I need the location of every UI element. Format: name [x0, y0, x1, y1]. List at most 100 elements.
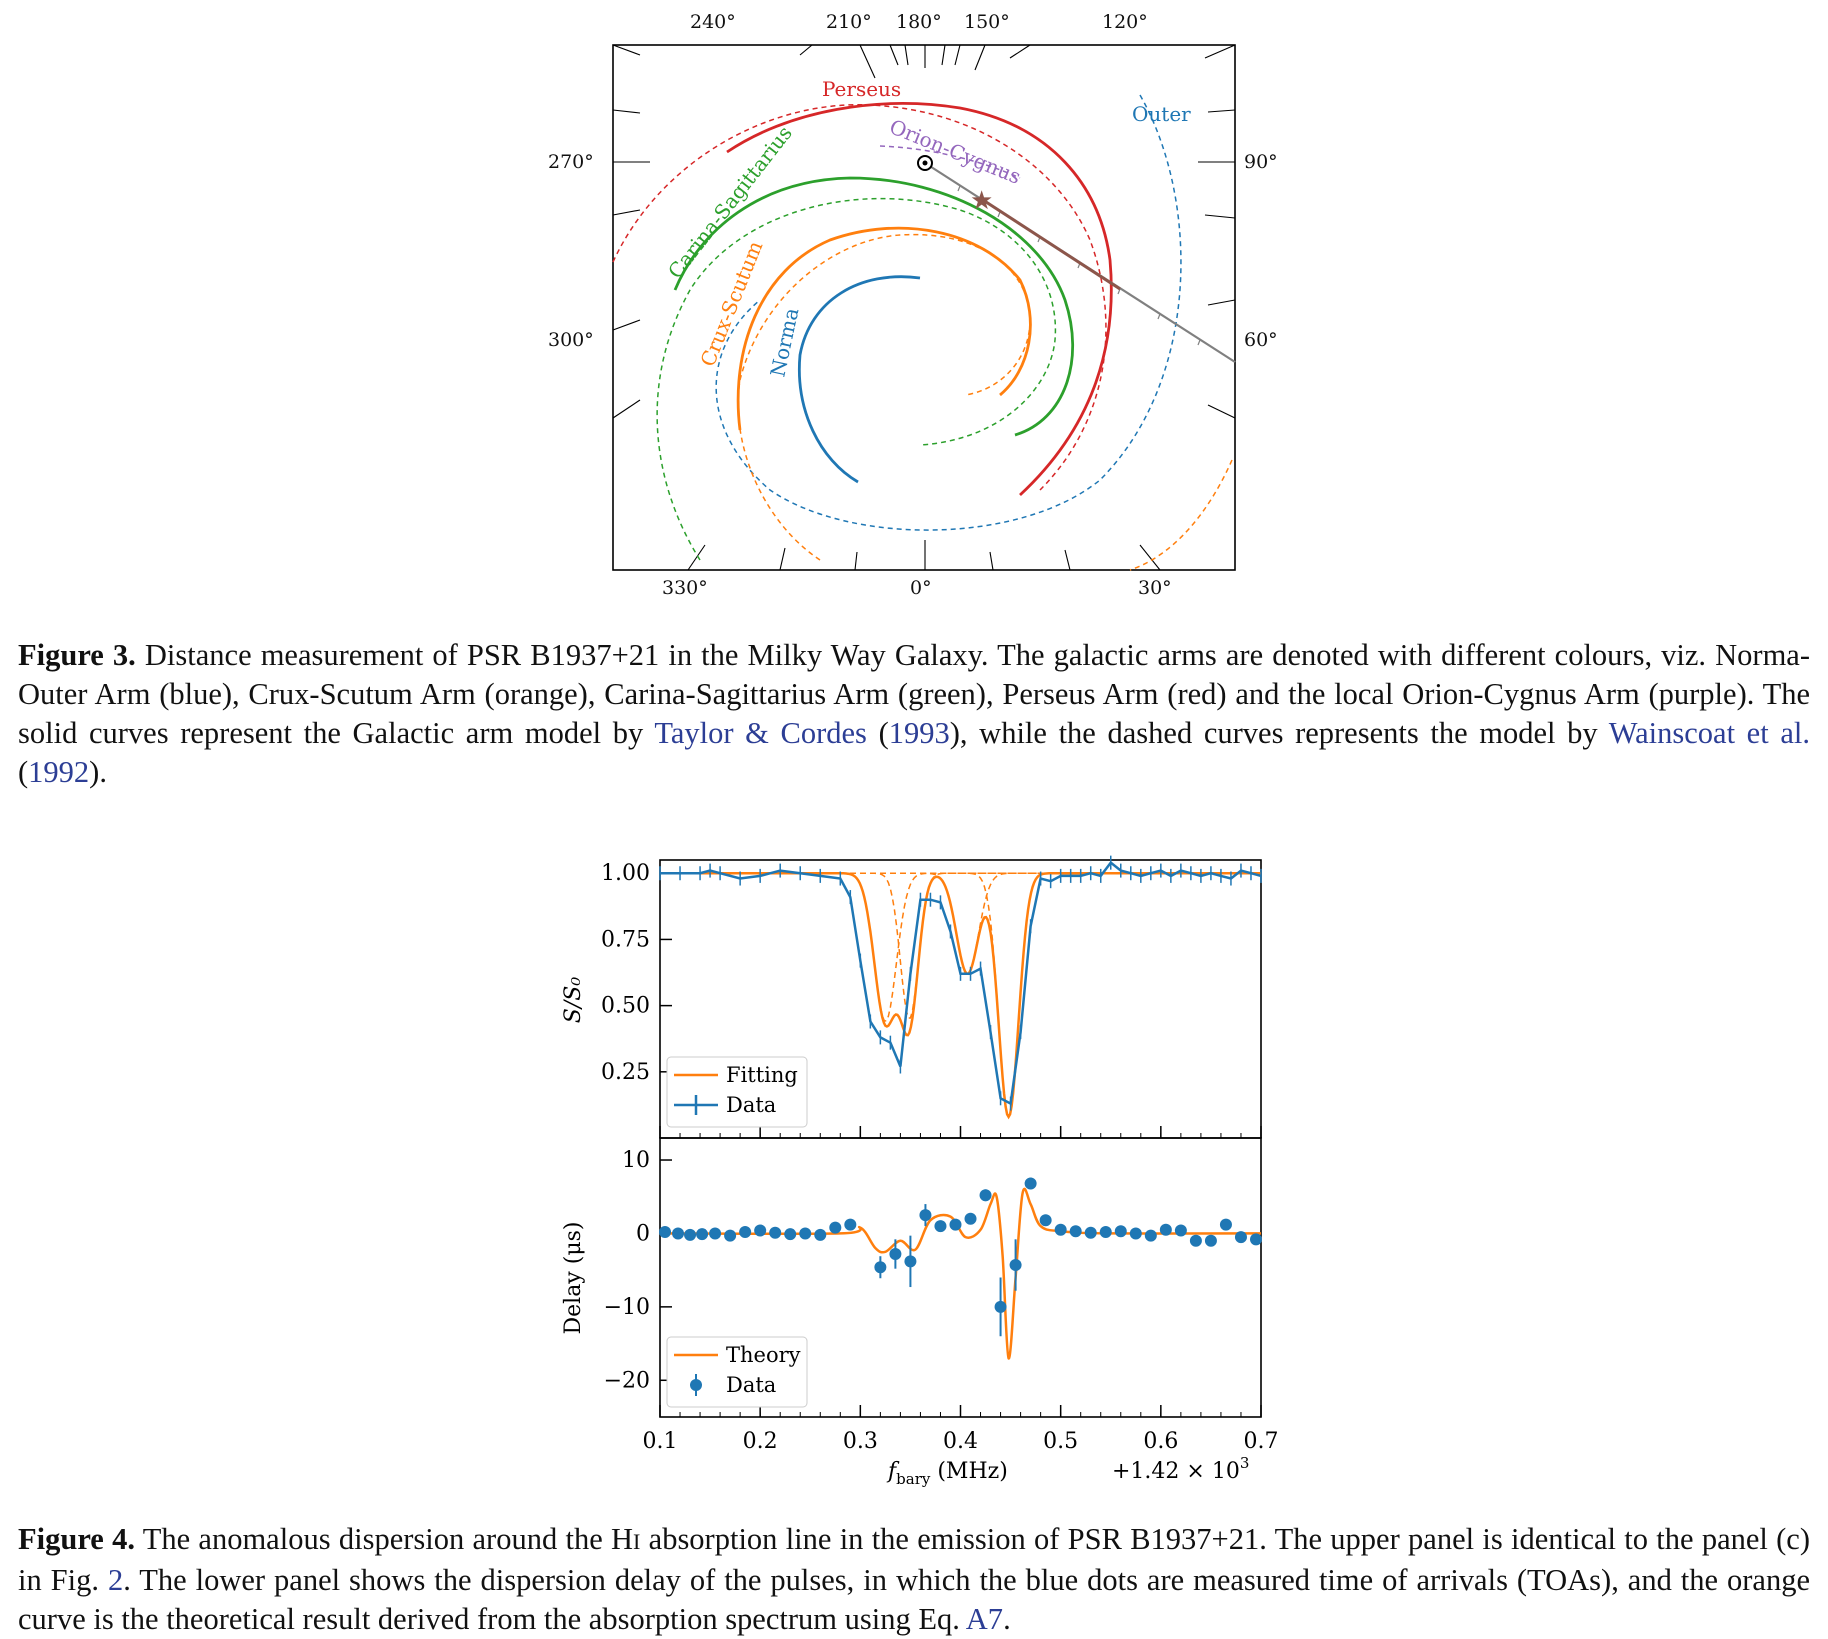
figure3-caption-text-2: , while the dashed curves represents the…	[959, 716, 1609, 750]
delay-point	[1219, 1218, 1232, 1231]
fig2-reference-link[interactable]: 2	[107, 1563, 124, 1597]
top-tick-240: 240°	[690, 11, 736, 33]
lower-ylabel: Delay (μs)	[561, 1222, 586, 1335]
lower-ytick-label: −20	[604, 1368, 650, 1393]
upper-fit-components	[660, 872, 1259, 1119]
delay-point	[964, 1212, 977, 1225]
label-carina: Carina-Sagittarius	[663, 121, 797, 283]
sun-icon	[917, 155, 933, 171]
fit-component-line	[660, 872, 1259, 975]
figure4-caption-hi: I	[633, 1529, 641, 1554]
theory-line	[659, 1187, 1262, 1360]
top-tick-150: 150°	[964, 11, 1010, 33]
label-norma: Norma	[765, 306, 803, 380]
upper-ytick-label: 0.25	[601, 1060, 650, 1085]
sightline-ticks	[957, 185, 1201, 346]
delay-point	[1099, 1225, 1112, 1238]
delay-point	[1204, 1234, 1217, 1247]
figure3-caption-text-3: ).	[89, 755, 107, 789]
upper-y-axis: 1.00 0.75 0.50 0.25	[601, 861, 672, 1085]
xlabel-main: f	[886, 1459, 900, 1484]
xtick-label: 0.3	[843, 1429, 878, 1454]
delay-point	[659, 1225, 672, 1238]
lower-panel-frame	[659, 1137, 1262, 1418]
delay-point	[1009, 1259, 1022, 1272]
figure3-caption-text-1: Distance measurement of PSR B1937+21 in …	[18, 638, 1810, 750]
citation-wainscoat[interactable]: Wainscoat et al.	[1608, 716, 1810, 750]
figure3-caption-label: Figure 3.	[18, 638, 136, 672]
delay-point	[696, 1228, 709, 1241]
delay-point	[784, 1228, 797, 1241]
delay-point	[874, 1261, 887, 1274]
upper-legend-fitting: Fitting	[726, 1063, 798, 1087]
label-perseus: Perseus	[822, 77, 901, 101]
delay-point	[994, 1300, 1007, 1313]
fit-component-line	[660, 872, 1259, 1022]
lower-legend-data: Data	[726, 1373, 776, 1397]
figure4-caption-label: Figure 4.	[18, 1522, 135, 1556]
delay-point	[709, 1227, 722, 1240]
xtick-label: 0.4	[943, 1429, 978, 1454]
pulsar-distance-segment	[982, 198, 1121, 291]
xlabel-sub: bary	[896, 1470, 931, 1488]
citation-wainscoat-year[interactable]: 1992	[28, 755, 90, 789]
bottom-tick-30: 30°	[1138, 577, 1172, 599]
delay-point	[769, 1226, 782, 1239]
lower-ytick-label: 0	[636, 1221, 650, 1246]
xtick-label: 0.7	[1244, 1429, 1279, 1454]
carina-arm-solid	[673, 176, 1074, 437]
top-tick-180: 180°	[896, 11, 942, 33]
upper-panel-frame	[659, 859, 1262, 1139]
delay-point	[1024, 1177, 1037, 1190]
x-offset-text: +1.42 × 103	[1112, 1454, 1249, 1484]
figure4-caption-text-3: . The lower panel shows the dispersion d…	[18, 1563, 1810, 1636]
delay-point	[829, 1221, 842, 1234]
lower-y-axis: 10 0 −10 −20	[604, 1148, 672, 1393]
top-tick-210: 210°	[826, 11, 872, 33]
delay-point	[1129, 1227, 1142, 1240]
upper-legend: Fitting Data	[666, 1056, 808, 1128]
delay-point	[1114, 1225, 1127, 1238]
delay-point	[1144, 1229, 1157, 1242]
perseus-arm-dashed	[612, 103, 1107, 491]
upper-ytick-label: 0.75	[601, 927, 650, 952]
upper-series	[659, 855, 1262, 1120]
citation-taylor-cordes-year[interactable]: 1993	[888, 716, 950, 750]
data-line	[660, 860, 1262, 1106]
delay-point	[844, 1218, 857, 1231]
delay-point	[739, 1225, 752, 1238]
figure3-galaxy-map: 240° 210° 180° 150° 120° 270° 300° 90° 6…	[548, 11, 1278, 599]
x-offset-exp: 3	[1240, 1454, 1250, 1472]
delay-point	[799, 1227, 812, 1240]
lower-ytick-label: 10	[622, 1148, 650, 1173]
upper-ylabel: S/S₀	[561, 977, 586, 1024]
crux-arm-dashed	[737, 233, 1031, 561]
perseus-arm-solid	[726, 102, 1113, 497]
longitude-ticks	[612, 44, 1236, 571]
xtick-label: 0.6	[1143, 1429, 1178, 1454]
right-tick-90: 90°	[1244, 151, 1278, 173]
delay-point	[1084, 1226, 1097, 1239]
delay-point	[919, 1209, 932, 1222]
label-outer: Outer	[1132, 102, 1191, 126]
lower-series	[659, 1177, 1262, 1360]
right-tick-60: 60°	[1244, 329, 1278, 351]
bottom-tick-0: 0°	[910, 577, 932, 599]
citation-taylor-cordes[interactable]: Taylor & Cordes	[654, 716, 867, 750]
carina-arm-dashed	[656, 197, 1057, 561]
delay-point	[724, 1229, 737, 1242]
delay-point	[672, 1227, 685, 1240]
figure4-caption-text-2: absorption line in the emission of PSR B…	[18, 1522, 1810, 1597]
delay-point	[949, 1218, 962, 1231]
figure4-caption-text-1: The anomalous dispersion around the H	[135, 1522, 634, 1556]
figure4-caption-text-4: .	[1003, 1602, 1011, 1636]
x-axis: 0.1 0.2 0.3 0.4 0.5 0.6 0.7	[643, 1126, 1279, 1454]
upper-legend-data: Data	[726, 1093, 776, 1117]
figure3-caption: Figure 3. Distance measurement of PSR B1…	[18, 638, 1810, 789]
crux-arm-solid	[736, 226, 1032, 431]
outer-arm-dashed-far	[1129, 459, 1233, 571]
galaxy-map-frame	[612, 44, 1236, 571]
figure4-caption: Figure 4. The anomalous dispersion aroun…	[18, 1520, 1810, 1639]
eq-a7-reference-link[interactable]: A7	[965, 1602, 1004, 1636]
pulsar-star-icon: ★	[970, 186, 993, 216]
